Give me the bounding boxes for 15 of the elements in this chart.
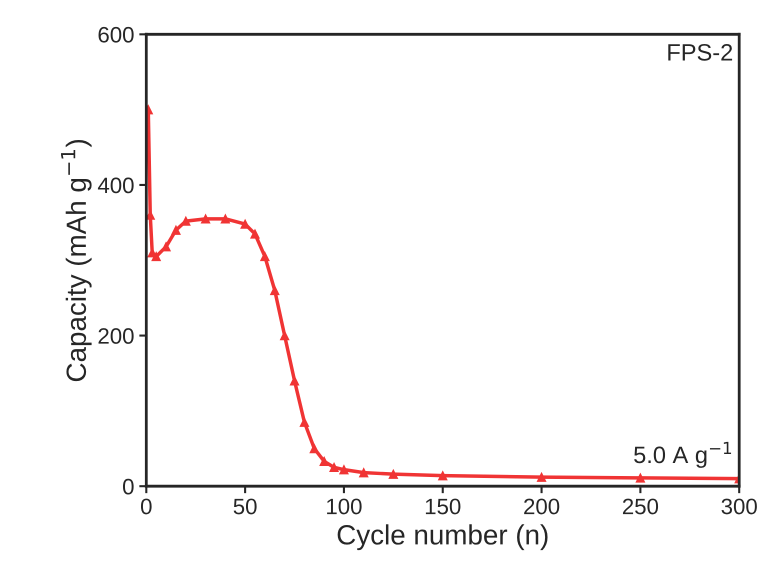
x-tick-label: 0 — [140, 498, 152, 514]
y-tick-label: 0 — [123, 478, 134, 494]
y-tick-label: 600 — [98, 26, 134, 43]
annotation: 5.0 A g$^{−1}$ — [634, 442, 732, 468]
x-axis-title: Cycle number (n) — [338, 524, 548, 550]
y-tick-label: 200 — [98, 328, 134, 344]
x-tick-label: 250 — [622, 498, 658, 514]
x-tick-label: 50 — [234, 498, 257, 514]
x-tick-label: 300 — [722, 498, 757, 514]
x-tick-label: 200 — [524, 498, 560, 514]
annotation: FPS-2 — [668, 44, 732, 61]
y-tick-label: 400 — [98, 177, 134, 194]
y-axis-title: Capacity (mAh g$^{−1}$) — [61, 140, 92, 382]
x-tick-label: 100 — [327, 498, 362, 514]
x-tick-label: 150 — [426, 498, 460, 514]
